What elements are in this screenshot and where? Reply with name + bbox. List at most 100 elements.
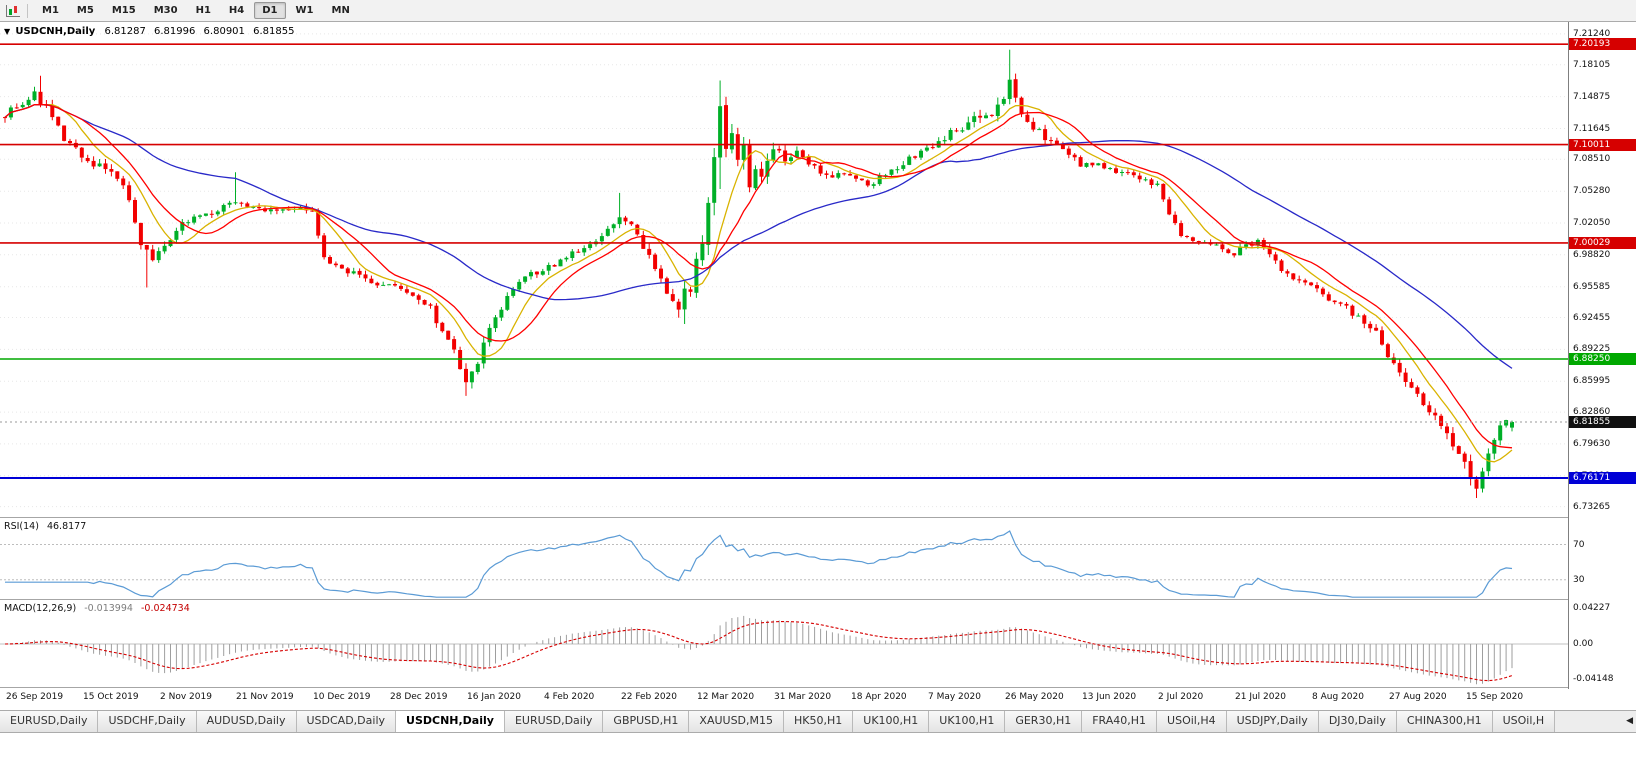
x-axis-label: 26 May 2020 <box>1005 692 1064 702</box>
price-level-badge: 6.76171 <box>1569 472 1636 484</box>
x-axis-label: 2 Nov 2019 <box>160 692 212 702</box>
price-tick-label: 6.82860 <box>1573 407 1611 418</box>
macd-tick-label: -0.04148 <box>1573 674 1614 685</box>
price-level-badge: 7.20193 <box>1569 38 1636 51</box>
price-tick-label: 6.79630 <box>1573 438 1611 449</box>
chart-tab-bar: EURUSD,Daily USDCHF,Daily AUDUSD,Daily USDC… <box>0 710 1636 733</box>
chart-tab[interactable]: USOil,H4 <box>1157 711 1227 732</box>
chart-title: ▼ USDCNH,Daily 6.81287 6.81996 6.80901 6… <box>4 26 299 37</box>
price-tick-label: 6.98820 <box>1573 249 1611 260</box>
ohlc-open: 6.81287 <box>104 26 146 37</box>
x-axis-label: 21 Nov 2019 <box>236 692 294 702</box>
x-axis-label: 28 Dec 2019 <box>390 692 448 702</box>
price-level-badge: 7.00029 <box>1569 236 1636 249</box>
chart-workspace: ▼ USDCNH,Daily 6.81287 6.81996 6.80901 6… <box>0 22 1636 707</box>
x-axis-label: 8 Aug 2020 <box>1312 692 1364 702</box>
ohlc-close: 6.81855 <box>253 26 295 37</box>
chart-menu-icon[interactable]: ▼ <box>4 27 11 36</box>
price-tick-label: 7.21240 <box>1573 28 1611 39</box>
price-tick-label: 6.85995 <box>1573 376 1611 387</box>
timeframe-button-w1[interactable]: W1 <box>295 5 314 16</box>
timeframe-button-m30[interactable]: M30 <box>153 5 178 16</box>
rsi-header: RSI(14) 46.8177 <box>4 521 86 532</box>
timeframe-button-m1[interactable]: M1 <box>42 5 59 16</box>
chart-tab[interactable]: USDJPY,Daily <box>1226 711 1319 732</box>
macd-tick-label: 0.00 <box>1573 639 1594 649</box>
timeframe-button-m5[interactable]: M5 <box>76 5 94 16</box>
rsi-tick-label: 70 <box>1573 539 1585 550</box>
x-axis-label: 16 Jan 2020 <box>467 692 521 702</box>
macd-signal-value: -0.024734 <box>140 603 190 614</box>
x-axis-label: 15 Sep 2020 <box>1466 692 1524 702</box>
pane-separator[interactable] <box>0 687 1636 688</box>
pane-separator[interactable] <box>0 599 1636 600</box>
price-tick-label: 7.11645 <box>1573 123 1611 134</box>
timeframe-button-m15[interactable]: M15 <box>111 5 136 16</box>
ohlc-high: 6.81996 <box>154 26 196 37</box>
chart-tab[interactable]: EURUSD,Daily <box>0 711 99 732</box>
current-price-badge: 6.81855 <box>1569 416 1636 428</box>
price-axis[interactable]: 7.21240 7.18105 7.14875 7.11645 7.08510 7.052… <box>1568 22 1636 689</box>
chart-tab[interactable]: USDCHF,Daily <box>98 711 197 732</box>
chart-tab[interactable]: EURUSD,Daily <box>504 711 604 732</box>
date-axis[interactable]: 26 Sep 2019 15 Oct 2019 2 Nov 2019 21 Nov 2… <box>0 689 1568 707</box>
x-axis-label: 31 Mar 2020 <box>774 692 832 702</box>
x-axis-label: 7 May 2020 <box>928 692 981 702</box>
macd-tick-label: 0.04227 <box>1573 603 1611 613</box>
rsi-pane[interactable]: RSI(14) 46.8177 <box>0 519 1568 599</box>
tab-scroll-left-button[interactable]: ◀ <box>1626 716 1633 726</box>
macd-chart-svg <box>0 615 1568 685</box>
chart-tab[interactable]: GER30,H1 <box>1005 711 1083 732</box>
x-axis-label: 10 Dec 2019 <box>313 692 371 702</box>
chart-tab[interactable]: AUDUSD,Daily <box>196 711 297 732</box>
chart-tab[interactable]: USDCAD,Daily <box>296 711 397 732</box>
x-axis-label: 27 Aug 2020 <box>1389 692 1447 702</box>
price-tick-label: 7.14875 <box>1573 91 1611 102</box>
chart-tab[interactable]: CHINA300,H1 <box>1396 711 1493 732</box>
x-axis-label: 26 Sep 2019 <box>6 692 64 702</box>
ohlc-low: 6.80901 <box>203 26 245 37</box>
chart-tab[interactable]: FRA40,H1 <box>1082 711 1158 732</box>
timeframe-button-h4[interactable]: H4 <box>228 5 245 16</box>
toolbar-separator <box>27 3 28 18</box>
chart-plots: ▼ USDCNH,Daily 6.81287 6.81996 6.80901 6… <box>0 22 1568 707</box>
rsi-label: RSI(14) <box>4 521 39 532</box>
chart-type-icon-glyph <box>6 4 20 17</box>
status-area <box>0 733 1636 764</box>
timeframe-button-d1[interactable]: D1 <box>254 2 286 19</box>
chart-tab[interactable]: GBPUSD,H1 <box>603 711 690 732</box>
x-axis-label: 21 Jul 2020 <box>1235 692 1286 702</box>
chart-tab[interactable]: USDCNH,Daily <box>396 711 505 732</box>
macd-header: MACD(12,26,9) -0.013994 -0.024734 <box>4 603 190 614</box>
macd-label: MACD(12,26,9) <box>4 603 77 614</box>
chart-tab[interactable]: HK50,H1 <box>784 711 854 732</box>
x-axis-label: 2 Jul 2020 <box>1158 692 1204 702</box>
chart-tab[interactable]: UK100,H1 <box>929 711 1006 732</box>
chart-tab[interactable]: USOil,H <box>1492 711 1556 732</box>
price-tick-label: 6.95585 <box>1573 281 1611 292</box>
rsi-chart-svg <box>0 530 1568 598</box>
chart-symbol-label: USDCNH,Daily <box>15 26 96 37</box>
chart-tab[interactable]: UK100,H1 <box>853 711 930 732</box>
chart-tab[interactable]: XAUUSD,M15 <box>689 711 785 732</box>
timeframe-button-h1[interactable]: H1 <box>195 5 211 16</box>
timeframe-buttons: M1 M5 M15 M30 H1 H4 D1 W1 MN <box>33 2 359 19</box>
timeframe-button-mn[interactable]: MN <box>331 5 350 16</box>
price-level-badge: 6.88250 <box>1569 353 1636 365</box>
price-tick-label: 7.08510 <box>1573 154 1611 165</box>
price-tick-label: 7.05280 <box>1573 186 1611 197</box>
chart-tab[interactable]: DJ30,Daily <box>1318 711 1397 732</box>
main-price-pane[interactable]: ▼ USDCNH,Daily 6.81287 6.81996 6.80901 6… <box>0 22 1568 517</box>
chart-type-icon[interactable] <box>4 3 22 19</box>
price-level-badge: 7.10011 <box>1569 138 1636 151</box>
pane-separator[interactable] <box>0 517 1636 518</box>
price-tick-label: 6.92455 <box>1573 312 1611 323</box>
x-axis-label: 15 Oct 2019 <box>83 692 139 702</box>
x-axis-label: 22 Feb 2020 <box>621 692 678 702</box>
x-axis-label: 13 Jun 2020 <box>1082 692 1137 702</box>
x-axis-label: 18 Apr 2020 <box>851 692 907 702</box>
chart-tabs: EURUSD,Daily USDCHF,Daily AUDUSD,Daily USDC… <box>0 711 1610 732</box>
price-tick-label: 6.89225 <box>1573 344 1611 355</box>
x-axis-label: 4 Feb 2020 <box>544 692 595 702</box>
macd-pane[interactable]: MACD(12,26,9) -0.013994 -0.024734 <box>0 601 1568 687</box>
